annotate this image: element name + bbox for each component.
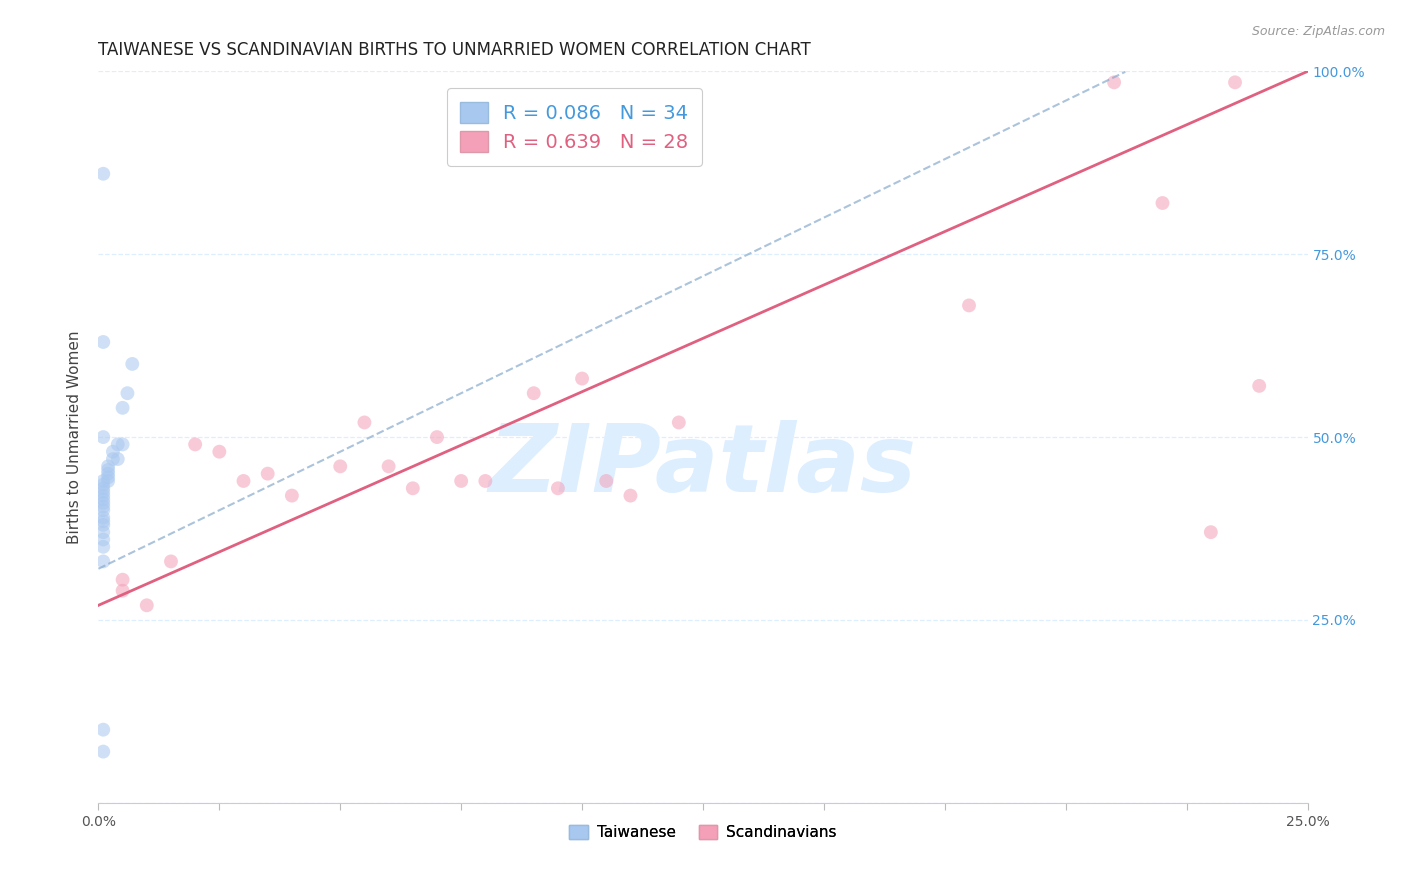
Point [91, 167, 114, 181]
Point [121, 357, 143, 371]
Point [91, 492, 114, 507]
Point [450, 474, 472, 488]
Point [474, 474, 496, 488]
Point [426, 430, 449, 444]
Point [107, 437, 129, 451]
Point [91, 503, 114, 517]
Point [97, 474, 120, 488]
Point [91, 517, 114, 532]
Point [91, 474, 114, 488]
Point [1199, 525, 1222, 540]
Point [957, 298, 980, 312]
Point [1249, 379, 1271, 393]
Text: TAIWANESE VS SCANDINAVIAN BIRTHS TO UNMARRIED WOMEN CORRELATION CHART: TAIWANESE VS SCANDINAVIAN BIRTHS TO UNMA… [98, 41, 811, 59]
Point [668, 416, 690, 430]
Point [232, 474, 254, 488]
Point [91, 533, 114, 547]
Point [117, 386, 139, 401]
Point [256, 467, 278, 481]
Legend: Taiwanese, Scandinavians: Taiwanese, Scandinavians [564, 819, 842, 847]
Point [101, 444, 124, 458]
Point [111, 401, 134, 415]
Point [329, 459, 352, 474]
Point [353, 416, 375, 430]
Point [111, 583, 134, 598]
Point [91, 477, 114, 491]
Point [91, 514, 114, 528]
Point [571, 371, 593, 385]
Point [135, 599, 157, 613]
Point [101, 452, 124, 467]
Point [91, 510, 114, 524]
Point [91, 540, 114, 554]
Point [1102, 75, 1125, 89]
Point [91, 334, 114, 349]
Point [208, 444, 231, 458]
Point [111, 573, 134, 587]
Point [91, 525, 114, 540]
Y-axis label: Births to Unmarried Women: Births to Unmarried Women [67, 330, 83, 544]
Point [377, 459, 399, 474]
Point [595, 474, 617, 488]
Point [160, 554, 183, 568]
Point [1152, 196, 1174, 211]
Point [91, 554, 114, 568]
Point [281, 489, 304, 503]
Point [91, 500, 114, 514]
Point [1223, 75, 1246, 89]
Point [91, 485, 114, 500]
Point [91, 481, 114, 495]
Point [184, 437, 207, 451]
Point [97, 467, 120, 481]
Point [91, 430, 114, 444]
Text: ZIPatlas: ZIPatlas [489, 420, 917, 512]
Point [91, 723, 114, 737]
Point [97, 470, 120, 484]
Point [97, 459, 120, 474]
Point [97, 463, 120, 477]
Point [107, 452, 129, 467]
Point [91, 489, 114, 503]
Point [91, 496, 114, 510]
Point [111, 437, 134, 451]
Point [91, 745, 114, 759]
Text: Source: ZipAtlas.com: Source: ZipAtlas.com [1251, 25, 1385, 38]
Point [523, 386, 546, 401]
Point [402, 481, 425, 495]
Point [547, 481, 569, 495]
Point [619, 489, 641, 503]
